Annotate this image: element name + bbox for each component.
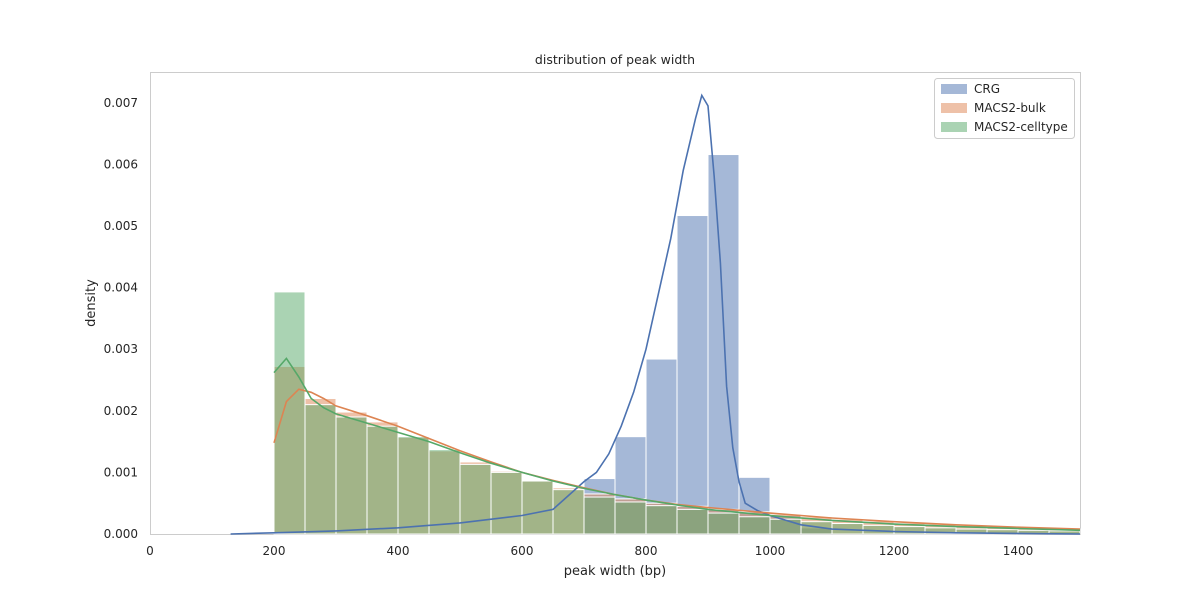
- bar-macs2-celltype-20: [893, 526, 926, 535]
- bar-macs2-celltype-11: [614, 501, 647, 535]
- chart-title: distribution of peak width: [535, 52, 695, 67]
- legend-label-macs2-celltype: MACS2-celltype: [974, 120, 1068, 134]
- bar-macs2-celltype-5: [428, 449, 461, 535]
- x-tick-label: 1200: [879, 544, 910, 558]
- bar-macs2-celltype-14: [707, 512, 740, 535]
- legend-swatch-macs2-bulk: [941, 103, 967, 113]
- y-axis-label: density: [84, 279, 99, 327]
- x-tick-label: 800: [635, 544, 658, 558]
- legend-label-macs2-bulk: MACS2-bulk: [974, 101, 1046, 115]
- legend: CRG MACS2-bulk MACS2-celltype: [934, 78, 1075, 139]
- legend-box: [934, 78, 1075, 139]
- bar-macs2-celltype-12: [645, 505, 678, 535]
- bar-macs2-celltype-3: [366, 425, 399, 535]
- y-tick-label: 0.001: [104, 465, 138, 479]
- x-tick-label: 600: [511, 544, 534, 558]
- bar-macs2-celltype-15: [738, 516, 771, 535]
- legend-swatch-macs2-celltype: [941, 122, 967, 132]
- bar-macs2-celltype-10: [583, 496, 616, 535]
- x-tick-label: 1400: [1003, 544, 1034, 558]
- x-tick-label: 1000: [755, 544, 786, 558]
- bar-macs2-celltype-0: [273, 291, 306, 535]
- y-axis-ticks: 0.000 0.001 0.002 0.003 0.004 0.005 0.006 0.007: [104, 96, 138, 541]
- bar-macs2-celltype-4: [397, 436, 430, 535]
- x-axis-label: peak width (bp): [564, 564, 667, 579]
- x-tick-label: 400: [387, 544, 410, 558]
- kde-curves: [230, 93, 1081, 535]
- bar-macs2-celltype-8: [521, 480, 554, 535]
- legend-label-crg: CRG: [974, 82, 1000, 96]
- bar-crg-3: [676, 215, 709, 535]
- bar-macs2-celltype-9: [552, 489, 585, 535]
- bar-crg-4: [707, 154, 740, 535]
- y-tick-label: 0.002: [104, 404, 138, 418]
- y-tick-label: 0.003: [104, 342, 138, 356]
- legend-swatch-crg: [941, 84, 967, 94]
- y-tick-label: 0.000: [104, 527, 138, 541]
- y-tick-label: 0.006: [104, 157, 138, 171]
- bar-macs2-celltype-1: [304, 404, 337, 535]
- y-tick-label: 0.007: [104, 96, 138, 110]
- x-tick-label: 0: [146, 544, 154, 558]
- y-tick-label: 0.005: [104, 219, 138, 233]
- bar-macs2-celltype-16: [769, 518, 802, 535]
- kde-line-macs2-celltype: [273, 357, 1081, 532]
- bar-macs2-celltype-6: [459, 463, 492, 535]
- bar-macs2-celltype-7: [490, 471, 523, 535]
- histogram-bars: [273, 154, 1081, 535]
- x-axis-ticks: 0 200 400 600 800 1000 1200 1400: [146, 544, 1033, 558]
- bar-macs2-celltype-13: [676, 508, 709, 535]
- kde-line-crg: [230, 93, 1081, 535]
- y-tick-label: 0.004: [104, 281, 138, 295]
- x-tick-label: 200: [263, 544, 286, 558]
- bar-macs2-celltype-2: [335, 416, 368, 535]
